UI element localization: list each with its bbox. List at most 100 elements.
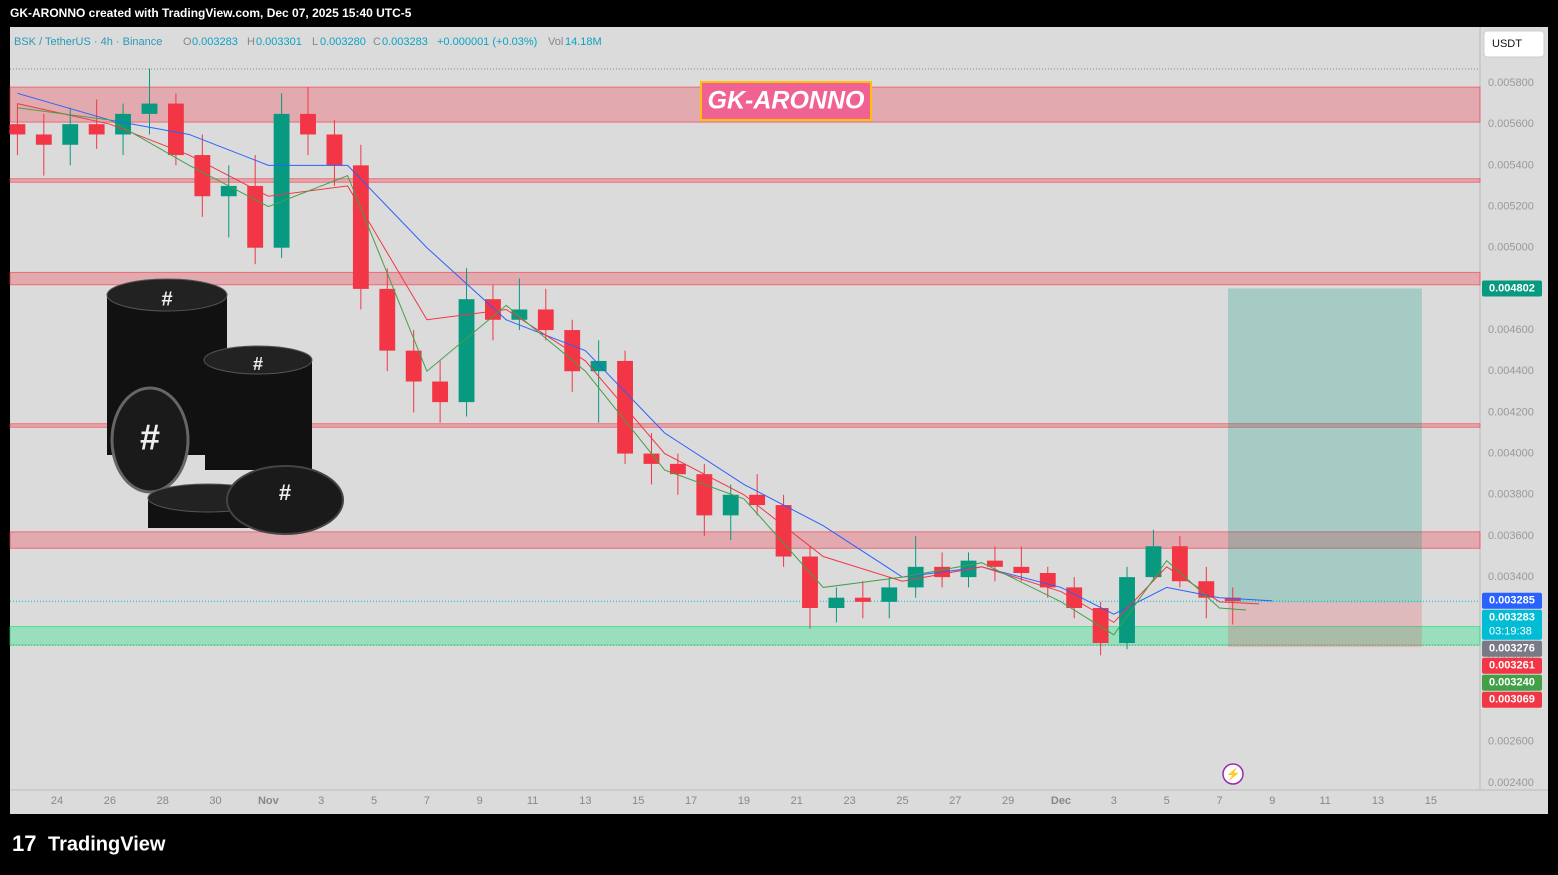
x-tick-label: 24 [51,795,63,807]
coins-image: # # # # [106,278,344,535]
candle-body [590,360,607,372]
zone [9,531,1481,549]
currency-button-label[interactable]: USDT [1492,38,1522,50]
price-tag [1482,280,1542,297]
legend-symbol: BSK / TetherUS · 4h · Binance [14,36,162,48]
moving-average [17,103,1260,624]
moving-average [17,107,1246,636]
brand: TradingView [48,833,166,855]
candle-body [1013,566,1030,573]
candle-body [881,587,898,602]
x-tick-label: 3 [318,795,324,807]
x-tick-label: 17 [685,795,697,807]
event-icon-glyph[interactable]: ⚡ [1226,767,1241,781]
chart-layer: 0.0024000.0026000.0028000.0030000.003200… [9,68,1542,807]
candle-body [62,124,79,145]
candle-body [273,113,290,248]
x-tick-label: 30 [209,795,221,807]
moving-average [17,92,1273,615]
x-tick-label: 7 [424,795,430,807]
price-tag [1482,640,1542,657]
price-tag-label: 0.003240 [1489,677,1535,689]
price-tag [1482,609,1542,640]
price-tag-label: 0.003069 [1489,694,1535,706]
y-tick-label: 0.005800 [1488,77,1534,89]
legend: BSK / TetherUS · 4h · Binance O 0.003283… [14,36,602,48]
y-tick-label: 0.004200 [1488,406,1534,418]
price-tag-label: 0.003261 [1489,660,1535,672]
credit: GK-ARONNO created with TradingView.com, … [10,6,412,20]
x-tick-label: 21 [791,795,803,807]
x-tick-label: Nov [258,795,280,807]
legend-label: C [373,36,381,48]
y-tick-label: 0.005000 [1488,242,1534,254]
candle-body [987,560,1003,567]
legend-label: Vol [548,36,563,48]
candle-body [220,185,237,197]
price-tag-countdown: 03:19:38 [1489,626,1532,638]
candle-body [1145,546,1162,578]
zone [9,178,1481,183]
event-icon[interactable] [1222,763,1244,785]
candle-body [1119,577,1135,643]
svg-text:#: # [161,288,172,310]
x-tick-label: 13 [1372,795,1384,807]
candle-body [1198,581,1215,598]
watermark-box [700,81,872,121]
position-target [1227,288,1422,603]
candle-body [88,124,105,135]
x-tick-label: 9 [1269,795,1275,807]
candle-body [511,309,528,320]
candle-body [696,474,713,516]
x-tick-label: 26 [104,795,116,807]
candle-body [1092,608,1109,643]
candle-body [458,299,475,403]
x-tick-label: 23 [843,795,855,807]
legend-label: O [183,36,192,48]
candle-body [907,566,924,588]
y-tick-label: 0.004000 [1488,447,1534,459]
currency-button[interactable] [1483,30,1545,58]
y-tick-label: 0.002400 [1488,777,1534,789]
y-tick-label: 0.002600 [1488,736,1534,748]
y-tick-label: 0.003800 [1488,489,1534,501]
candle-body [352,165,369,289]
candle-body [854,597,871,602]
x-tick-label: 7 [1216,795,1222,807]
candle-body [141,103,158,114]
y-tick-label: 0.005600 [1488,118,1534,130]
candle-body [722,494,739,516]
y-tick-label: 0.004400 [1488,365,1534,377]
candle-body [564,330,581,372]
candle-body [775,505,792,557]
candle-body [300,113,316,135]
price-tag [1482,691,1542,708]
x-tick-label: 11 [1319,795,1330,807]
y-tick-label: 0.004600 [1488,324,1534,336]
legend-change: +0.000001 (+0.03%) [437,36,537,48]
price-tag [1482,657,1542,674]
legend-value: 0.003283 [192,36,238,48]
price-tag-label: 0.004802 [1489,282,1535,294]
x-tick-label: 5 [1164,795,1170,807]
price-tag [1482,592,1542,609]
x-tick-label: 28 [157,795,169,807]
candle-body [432,381,449,403]
legend-value: 0.003301 [256,36,302,48]
candle-body [669,463,686,475]
x-tick-label: 13 [579,795,591,807]
x-tick-label: 15 [632,795,644,807]
price-tag-label: 0.003285 [1489,595,1535,607]
candle-body [749,494,766,506]
svg-text:#: # [140,417,160,458]
brand-logo: 17 [12,831,36,856]
candle-body [326,134,343,166]
watermark: GK-ARONNO [708,87,865,115]
legend-value: 0.003280 [320,36,366,48]
candle-body [247,185,264,248]
x-tick-label: 27 [949,795,961,807]
price-tag-label: 0.003276 [1489,643,1535,655]
candle-body [194,155,211,197]
